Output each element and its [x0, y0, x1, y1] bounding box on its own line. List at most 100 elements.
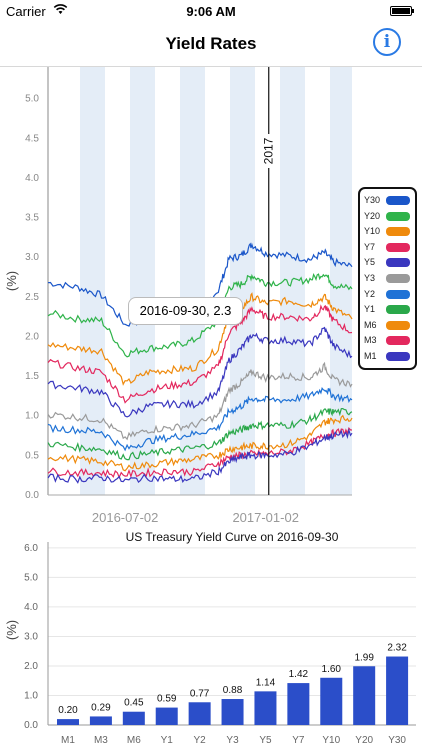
series-line-y20 — [47, 273, 353, 358]
wifi-icon — [53, 3, 68, 18]
week-stripe — [330, 67, 352, 495]
bar-m1[interactable] — [57, 719, 79, 725]
legend-item-label: Y10 — [364, 226, 381, 237]
y-tick-label: 0.0 — [24, 720, 38, 731]
legend-item-label: M1 — [364, 351, 377, 361]
legend-item-y2[interactable]: Y2 — [360, 287, 415, 303]
x-tick-label: Y30 — [388, 735, 406, 746]
bar-y20[interactable] — [353, 666, 376, 725]
legend-item-label: Y3 — [364, 273, 376, 283]
series-line-m1 — [47, 428, 353, 484]
info-button[interactable]: i — [373, 28, 401, 56]
y-tick-label: 3.0 — [24, 631, 38, 642]
x-tick-label: Y5 — [259, 735, 272, 746]
y-axis-label: (%) — [4, 271, 19, 291]
bar-value-label: 0.45 — [124, 698, 144, 709]
x-tick-label: M1 — [61, 735, 75, 746]
y-tick-label: 6.0 — [24, 543, 38, 554]
y-tick-label: 2.0 — [25, 331, 39, 342]
bar-y2[interactable] — [188, 702, 211, 725]
page-title: Yield Rates — [165, 34, 257, 53]
legend-item-m6[interactable]: M6 — [360, 318, 415, 334]
bar-y30[interactable] — [386, 656, 409, 725]
y-tick-label: 1.0 — [25, 411, 39, 422]
x-tick-label: Y20 — [355, 735, 373, 746]
legend-color-swatch — [386, 211, 410, 221]
legend-item-y1[interactable]: Y1 — [360, 302, 415, 318]
x-tick-label: 2016-07-02 — [92, 510, 159, 525]
y-tick-label: 1.5 — [25, 371, 39, 382]
legend-item-label: M6 — [364, 319, 377, 330]
status-bar: Carrier 9:06 AM — [0, 0, 422, 22]
bar-y3[interactable] — [221, 699, 244, 725]
legend-color-swatch — [386, 320, 410, 330]
bar-y7[interactable] — [287, 683, 310, 725]
bar-value-label: 0.77 — [190, 688, 210, 699]
bar-y10[interactable] — [320, 677, 343, 725]
yield-curve-bar-chart[interactable]: US Treasury Yield Curve on 2016-09-30 0.0… — [0, 530, 422, 750]
legend-item-y30[interactable]: Y30 — [360, 193, 415, 209]
legend-item-m3[interactable]: M3 — [360, 333, 415, 349]
legend-item-label: Y1 — [364, 304, 376, 315]
legend-item-y20[interactable]: Y20 — [360, 209, 415, 225]
legend-item-m1[interactable]: M1 — [360, 349, 415, 365]
bar-value-label: 0.59 — [157, 694, 177, 705]
series-line-m3 — [47, 427, 353, 479]
clock-time: 9:06 AM — [186, 4, 236, 19]
y-tick-label: 1.0 — [24, 690, 38, 701]
bar-value-label: 1.42 — [289, 669, 309, 680]
series-line-y3 — [47, 361, 353, 441]
carrier-label: Carrier — [6, 4, 46, 19]
y-tick-label: 0.5 — [25, 450, 39, 461]
y-tick-label: 5.0 — [25, 94, 39, 105]
chart-tooltip: 2016-09-30, 2.3 — [128, 297, 243, 325]
legend-item-y3[interactable]: Y3 — [360, 271, 415, 287]
legend-color-swatch — [386, 196, 410, 205]
legend-color-swatch — [386, 242, 410, 252]
series-line-y2 — [47, 386, 353, 452]
x-tick-label: Y1 — [161, 735, 174, 746]
x-tick-label: Y10 — [322, 735, 340, 746]
legend-item-label: M3 — [364, 335, 377, 346]
bar-m3[interactable] — [89, 716, 112, 725]
x-tick-label: Y2 — [194, 735, 207, 746]
series-line-m6 — [47, 414, 353, 472]
legend-item-label: Y30 — [364, 195, 381, 205]
series-line-y30 — [47, 242, 353, 327]
bar-value-label: 1.99 — [354, 652, 374, 663]
week-stripe — [80, 67, 105, 495]
legend-item-label: Y5 — [364, 257, 376, 268]
legend-item-y7[interactable]: Y7 — [360, 240, 415, 256]
legend-item-y5[interactable]: Y5 — [360, 255, 415, 271]
bar-y5[interactable] — [254, 691, 277, 725]
x-tick-label: 2017-01-02 — [232, 510, 299, 525]
y-tick-label: 3.0 — [25, 252, 39, 263]
legend-color-swatch — [386, 289, 410, 299]
x-tick-label: M3 — [94, 735, 108, 746]
bar-value-label: 2.32 — [387, 643, 407, 654]
week-stripe — [180, 67, 205, 495]
y-tick-label: 4.0 — [25, 173, 39, 184]
legend-color-swatch — [386, 336, 410, 346]
y-axis-label: (%) — [4, 620, 19, 640]
y-tick-label: 3.5 — [25, 213, 39, 224]
y-tick-label: 2.0 — [24, 661, 38, 672]
bar-value-label: 1.14 — [256, 677, 276, 688]
legend-item-y10[interactable]: Y10 — [360, 224, 415, 240]
legend-item-label: Y2 — [364, 288, 376, 299]
x-tick-label: Y3 — [226, 735, 239, 746]
series-line-y7 — [47, 304, 353, 404]
series-line-y1 — [47, 407, 353, 461]
bar-y1[interactable] — [155, 707, 178, 725]
bar-m6[interactable] — [122, 711, 145, 725]
bar-value-label: 0.20 — [58, 705, 78, 716]
y-tick-label: 4.0 — [24, 602, 38, 613]
legend-color-swatch — [386, 258, 410, 268]
x-tick-label: Y7 — [292, 735, 305, 746]
year-marker-label: 2017 — [262, 137, 276, 164]
yield-history-line-chart[interactable]: 0.0 0.5 1.0 1.5 2.0 2.5 3.0 3.5 4.0 4.5 5.0 (%) 2016… — [0, 0, 422, 530]
series-legend: Y30 Y20 Y10 Y7 Y5 Y3 Y2 Y1 M6 M3 M1 — [358, 187, 417, 370]
y-tick-label: 5.0 — [24, 572, 38, 583]
legend-item-label: Y20 — [364, 210, 381, 221]
battery-icon — [390, 6, 414, 16]
